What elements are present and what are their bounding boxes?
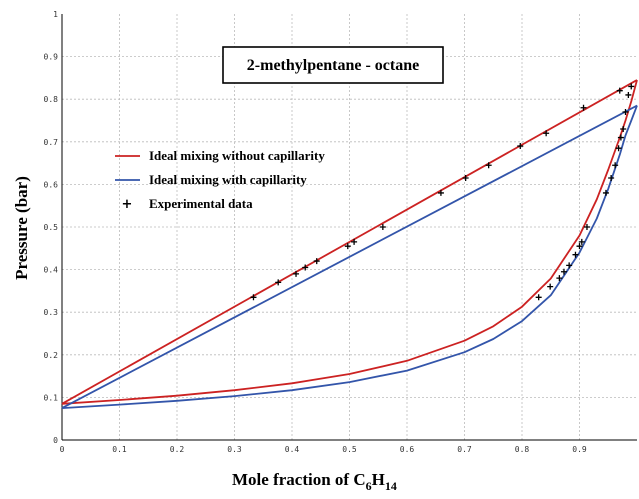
- experimental-point: [580, 104, 587, 111]
- y-tick-label: 0.9: [44, 53, 59, 62]
- x-tick-label: 0.5: [342, 445, 357, 454]
- title-box: 2-methylpentane - octane: [222, 46, 444, 84]
- experimental-point: [302, 264, 309, 271]
- x-label-hydrogen: H: [372, 470, 385, 489]
- title-box-frame: [222, 46, 444, 84]
- experimental-point: [379, 224, 386, 230]
- legend-label-experimental: Experimental data: [149, 196, 253, 211]
- experimental-point: [293, 270, 300, 277]
- y-tick-label: 0.4: [44, 266, 59, 275]
- experimental-point: [608, 175, 615, 182]
- chart-title: 2-methylpentane - octane: [247, 57, 419, 74]
- x-label-sub-hydrogen: 14: [385, 479, 397, 493]
- axes: 0 0.1 0.2 0.3 0.4 0.5 0.6 0.7 0.8 0.9 0 0.1 0.2 0.3 0.…: [44, 10, 637, 454]
- blue-dew-curve: [61, 105, 638, 409]
- experimental-point: [566, 262, 573, 269]
- y-axis-label: Pressure (bar): [12, 176, 31, 280]
- experimental-point: [462, 175, 469, 182]
- y-tick-label: 1: [53, 10, 58, 19]
- y-tick-label: 0.1: [44, 393, 59, 402]
- experimental-point: [313, 258, 320, 265]
- legend-label-without-capillarity: Ideal mixing without capillarity: [149, 148, 325, 163]
- experimental-point: [583, 224, 590, 230]
- experimental-point: [344, 243, 351, 250]
- y-tick-label: 0.7: [44, 138, 59, 147]
- x-tick-label: 0.4: [285, 445, 300, 454]
- y-tick-label: 0.3: [44, 308, 59, 317]
- x-tick-label: 0.7: [457, 445, 472, 454]
- legend-marker-plus: +: [122, 197, 133, 212]
- experimental-point: [560, 268, 567, 275]
- experimental-point: [612, 162, 619, 169]
- experimental-point: [615, 145, 622, 152]
- experimental-point: [275, 279, 282, 286]
- experimental-point: [616, 87, 623, 94]
- y-tick-label: 0: [53, 436, 58, 445]
- experimental-point: [576, 243, 583, 250]
- experimental-point: [572, 251, 579, 258]
- x-tick-label: 0.8: [515, 445, 530, 454]
- y-tick-label: 0.5: [44, 223, 59, 232]
- experimental-point: [250, 294, 257, 301]
- experimental-point: [578, 238, 585, 245]
- experimental-point: [617, 134, 624, 141]
- experimental-point: [628, 83, 635, 90]
- experimental-point: [556, 275, 563, 282]
- y-tick-label: 0.8: [44, 95, 59, 104]
- experimental-point: [547, 283, 554, 290]
- x-tick-label: 0.3: [227, 445, 242, 454]
- experimental-point: [602, 189, 609, 196]
- x-tick-label: 0.2: [170, 445, 185, 454]
- x-axis-label: Mole fraction of C6H14: [232, 470, 397, 493]
- experimental-point: [535, 294, 542, 301]
- y-tick-label: 0.2: [44, 351, 59, 360]
- x-label-sub-carbon: 6: [366, 479, 372, 493]
- y-tick-label: 0.6: [44, 180, 59, 189]
- legend: Ideal mixing without capillarity Ideal m…: [115, 148, 325, 212]
- experimental-point: [517, 143, 524, 150]
- experimental-point: [620, 126, 627, 133]
- x-tick-label: 0.1: [112, 445, 127, 454]
- legend-label-with-capillarity: Ideal mixing with capillarity: [149, 172, 307, 187]
- red-bubble-curve: [61, 79, 638, 405]
- x-label-prefix: Mole fraction of C: [232, 470, 366, 489]
- series: [61, 79, 638, 409]
- blue-bubble-curve: [61, 104, 638, 409]
- x-tick-label: 0: [60, 445, 65, 454]
- experimental-point: [351, 238, 358, 245]
- experimental-point: [622, 108, 629, 115]
- experimental-point: [625, 91, 632, 98]
- x-tick-label: 0.6: [400, 445, 415, 454]
- experimental-point: [437, 189, 444, 196]
- experimental-point: [485, 162, 492, 169]
- x-tick-label: 0.9: [572, 445, 587, 454]
- experimental-point: [543, 130, 550, 137]
